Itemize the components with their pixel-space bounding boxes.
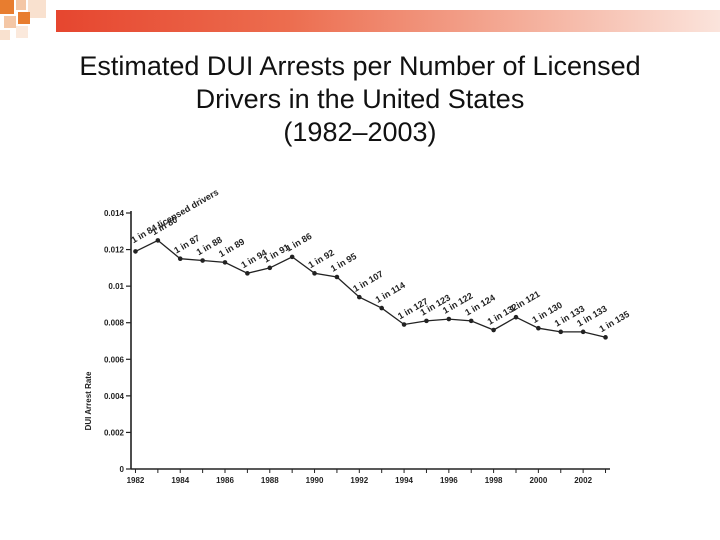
- data-point: [379, 305, 384, 311]
- data-point: [245, 271, 250, 276]
- data-label: 1 in 121: [508, 289, 542, 314]
- data-point: [200, 258, 205, 263]
- y-ticks: 0 0.002 0.004 0.006 0.008 0.01 0.012 0.014: [104, 209, 131, 474]
- data-point: [491, 327, 496, 333]
- x-tick-label: 2002: [574, 476, 592, 485]
- data-point: [267, 265, 273, 271]
- data-point: [513, 314, 519, 320]
- deco-square-6: [0, 30, 10, 40]
- x-tick-label: 1984: [171, 476, 189, 485]
- x-tick-label: 1988: [261, 476, 279, 485]
- data-point: [334, 274, 340, 280]
- y-axis-label: DUI Arrest Rate: [84, 371, 93, 430]
- data-point: [424, 318, 429, 324]
- data-label: 1 in 114: [374, 280, 407, 305]
- deco-square-2: [16, 0, 26, 10]
- chart-axes: [130, 211, 610, 470]
- x-ticks: 1982 1984 1986 1988 1990 1992 1994 1996 1998 2000…: [127, 469, 607, 485]
- data-point: [155, 238, 161, 243]
- y-tick-label: 0.004: [104, 392, 125, 401]
- data-point: [177, 256, 183, 262]
- x-tick-label: 1990: [306, 476, 324, 485]
- y-tick-label: 0.014: [104, 209, 125, 218]
- y-tick-label: 0.01: [108, 282, 124, 291]
- data-point: [289, 254, 295, 260]
- title-line-3: (1982–2003): [283, 117, 437, 147]
- y-tick-label: 0: [120, 465, 125, 474]
- data-points: [133, 238, 608, 340]
- data-point: [536, 325, 541, 331]
- x-tick-label: 1986: [216, 476, 234, 485]
- y-tick-label: 0.002: [104, 428, 125, 437]
- y-tick-label: 0.008: [104, 319, 125, 328]
- title-line-2: Drivers in the United States: [195, 84, 525, 114]
- series-line: [135, 239, 606, 338]
- data-point: [401, 322, 407, 327]
- y-tick-label: 0.012: [104, 246, 125, 255]
- deco-accent-bar: [56, 10, 720, 32]
- deco-square-3: [28, 0, 46, 18]
- data-point: [312, 271, 317, 276]
- x-tick-label: 1998: [485, 476, 503, 485]
- title-line-1: Estimated DUI Arrests per Number of Lice…: [79, 51, 641, 81]
- data-point: [468, 318, 474, 324]
- data-labels: 1 in 801 in 871 in 881 in 891 in 941 in …: [150, 214, 631, 334]
- deco-square-1: [0, 0, 14, 14]
- data-point: [133, 249, 138, 254]
- y-tick-label: 0.006: [104, 355, 125, 364]
- data-point: [446, 316, 452, 322]
- annotation-first: 1 in 84 licensed drivers: [129, 187, 220, 245]
- x-tick-label: 1994: [395, 476, 413, 485]
- x-tick-label: 1992: [350, 476, 368, 485]
- data-label: 1 in 107: [351, 269, 385, 294]
- data-label: 1 in 86: [284, 231, 313, 254]
- deco-square-5: [18, 12, 30, 24]
- deco-square-4: [4, 16, 16, 28]
- page-title: Estimated DUI Arrests per Number of Lice…: [0, 50, 720, 149]
- deco-square-7: [16, 26, 28, 38]
- x-tick-label: 2000: [529, 476, 547, 485]
- x-tick-label: 1996: [440, 476, 458, 485]
- data-point: [580, 329, 586, 335]
- data-point: [222, 260, 228, 265]
- data-point: [558, 329, 564, 335]
- x-tick-label: 1982: [127, 476, 145, 485]
- data-point: [357, 294, 362, 300]
- data-point: [603, 335, 608, 340]
- series-polyline: [135, 239, 606, 338]
